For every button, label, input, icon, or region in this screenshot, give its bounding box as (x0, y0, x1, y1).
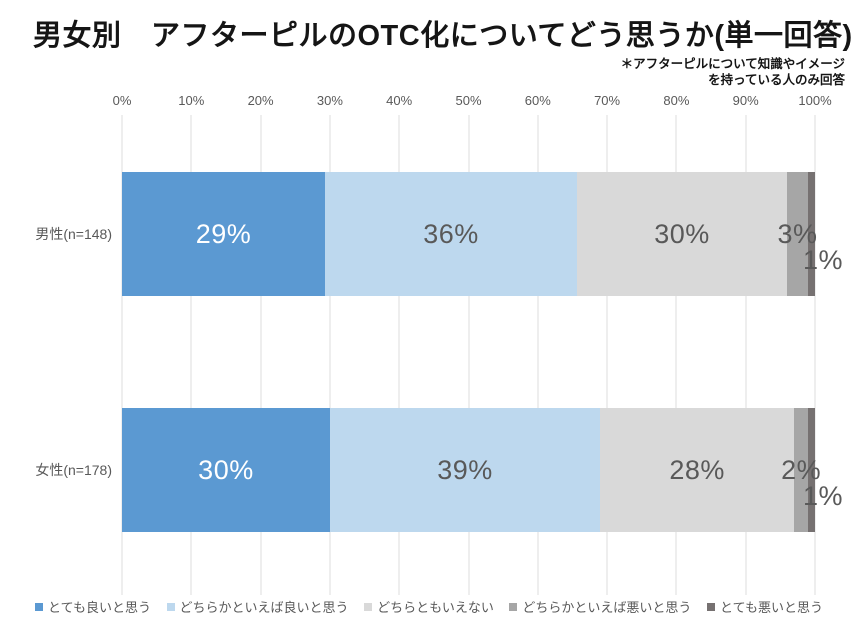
bar-segment: 3% (777, 172, 817, 296)
legend: とても良いと思う どちらかといえば良いと思う どちらともいえない どちらかといえば悪い… (35, 597, 823, 616)
gridline (675, 115, 677, 595)
legend-item: とても良いと思う (35, 597, 151, 616)
bar-segment-label: 30% (198, 454, 254, 485)
x-axis-tick: 50% (455, 93, 482, 108)
bar-segment: 2% (781, 408, 821, 532)
bar-segment: 36% (325, 172, 577, 296)
gridline (745, 115, 747, 595)
plot-area: 0% 10% 20% 30% 40% 50% 60% 70% 80% 90% 100% 男性(n=14… (35, 93, 842, 595)
gridline (398, 115, 400, 595)
x-axis-tick: 90% (732, 93, 759, 108)
legend-label: どちらともいえない (377, 600, 494, 615)
bar-segment-label: 1% (802, 245, 843, 275)
category-label: 男性(n=148) (35, 226, 112, 242)
bar-segment: 29% (122, 172, 325, 296)
bar-segment-label: 36% (423, 218, 479, 249)
chart-note: ＊アフターピルについて知識やイメージ を持っている人のみ回答 (621, 57, 845, 88)
bar-segment: 30% (577, 172, 787, 296)
x-axis-tick: 80% (663, 93, 690, 108)
x-axis-tick: 0% (112, 93, 132, 108)
legend-marker (166, 602, 175, 611)
gridline (537, 115, 539, 595)
legend-marker (364, 602, 373, 611)
legend-item: どちらかといえば悪いと思う (509, 597, 691, 616)
chart-title: 男女別 アフターピルのOTC化についてどう思うか(単一回答) (33, 20, 853, 52)
gridline (606, 115, 608, 595)
gridline (814, 115, 816, 595)
bar-segment-label: 2% (781, 454, 822, 485)
legend-item: とても悪いと思う (707, 597, 823, 616)
legend-item: どちらかといえば良いと思う (166, 597, 349, 616)
legend-item: どちらともいえない (364, 597, 494, 616)
legend-marker (707, 602, 715, 611)
bar-segment-label: 3% (777, 218, 818, 249)
legend-marker (509, 602, 518, 611)
bar-segment (808, 408, 815, 532)
x-axis-tick: 60% (524, 93, 551, 108)
bar-row: 男性(n=148) 29% 36% 30% 3% 1% (35, 172, 842, 296)
gridline (329, 115, 331, 595)
bar-segment-label: 39% (437, 454, 493, 485)
gridline (190, 115, 192, 595)
legend-label: どちらかといえば悪いと思う (522, 600, 692, 615)
legend-label: どちらかといえば良いと思う (179, 600, 349, 615)
gridline (121, 115, 123, 595)
bar-row: 女性(n=178) 30% 39% 28% 2% 1% (35, 408, 842, 532)
bar-segment (808, 172, 815, 296)
x-axis-tick: 20% (247, 93, 274, 108)
bar-segment-label: 29% (195, 218, 252, 249)
gridline (468, 115, 469, 595)
legend-marker (35, 602, 43, 611)
chart-note-line1: ＊アフターピルについて知識やイメージ (620, 57, 845, 71)
x-axis-tick: 40% (386, 93, 413, 108)
bar-segment: 39% (329, 408, 601, 532)
chart-note-line2: を持っている人のみ回答 (708, 72, 845, 87)
legend-label: とても悪いと思う (720, 600, 823, 615)
bar-segment: 28% (600, 408, 795, 532)
bar-segment: 30% (122, 408, 330, 532)
x-axis-tick: 10% (178, 93, 205, 108)
x-axis-tick: 100% (798, 93, 832, 108)
gridline (260, 115, 262, 595)
x-axis-tick: 30% (316, 93, 343, 108)
bar-segment-label: 1% (802, 481, 843, 511)
bar-segment-label: 28% (669, 454, 725, 485)
category-label: 女性(n=178) (35, 462, 112, 478)
x-axis-tick: 70% (594, 93, 621, 108)
bar-segment-label: 30% (654, 218, 710, 249)
legend-label: とても良いと思う (48, 600, 151, 615)
